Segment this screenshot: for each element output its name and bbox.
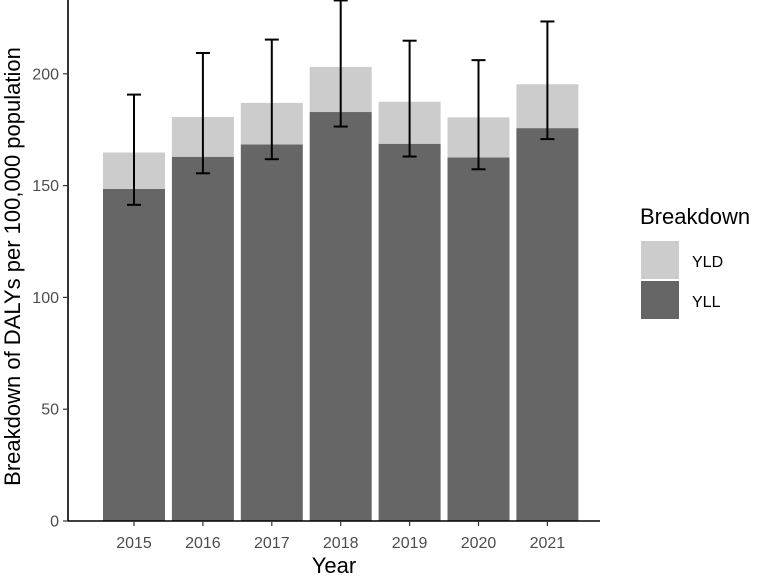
y-tick-label-150: 150 — [32, 178, 59, 195]
error-bars-layer — [127, 0, 555, 206]
x-tick-label-2016: 2016 — [185, 535, 221, 552]
x-tick-label-2020: 2020 — [461, 535, 497, 552]
error-bar-2016 — [195, 51, 210, 175]
x-tick-label-2015: 2015 — [116, 535, 152, 552]
y-tick-label-100: 100 — [32, 290, 59, 307]
y-tick-label-200: 200 — [32, 66, 59, 83]
legend-title: Breakdown — [640, 204, 750, 229]
bar-yll-2018 — [309, 112, 372, 521]
bar-yll-2017 — [240, 144, 303, 522]
error-bar-2019 — [402, 39, 417, 158]
error-bar-2017 — [264, 38, 279, 161]
axes-layer — [67, 0, 600, 522]
bar-yll-2021 — [516, 128, 579, 522]
bar-yll-2015 — [103, 188, 165, 521]
y-tick-label-50: 50 — [41, 402, 59, 419]
y-tick-label-0: 0 — [50, 514, 59, 531]
error-bar-2015 — [127, 93, 141, 206]
x-tick-label-2019: 2019 — [392, 535, 428, 552]
x-axis-title: Year — [312, 553, 356, 577]
y-ticks-layer: 0 50 100 150 200 — [32, 66, 68, 531]
error-bar-2018 — [333, 0, 348, 128]
bars-layer — [103, 66, 579, 522]
x-tick-label-2021: 2021 — [530, 535, 566, 552]
x-tick-label-2018: 2018 — [323, 535, 359, 552]
legend: Breakdown YLD YLL — [640, 204, 750, 319]
legend-label-yll: YLL — [692, 294, 721, 311]
legend-swatch-yld — [641, 241, 679, 279]
x-ticks-layer: 2015 2016 2017 2018 2019 2020 2021 — [116, 521, 565, 552]
y-axis-title: Breakdown of DALYs per 100,000 populatio… — [0, 47, 25, 486]
legend-label-yld: YLD — [692, 254, 723, 271]
x-tick-label-2017: 2017 — [254, 535, 290, 552]
bar-yll-2020 — [447, 157, 510, 521]
error-bar-2020 — [471, 59, 486, 171]
bar-yll-2016 — [171, 156, 234, 522]
bar-yll-2019 — [378, 143, 441, 521]
error-bar-2021 — [540, 20, 555, 141]
legend-swatch-yll — [641, 281, 679, 319]
